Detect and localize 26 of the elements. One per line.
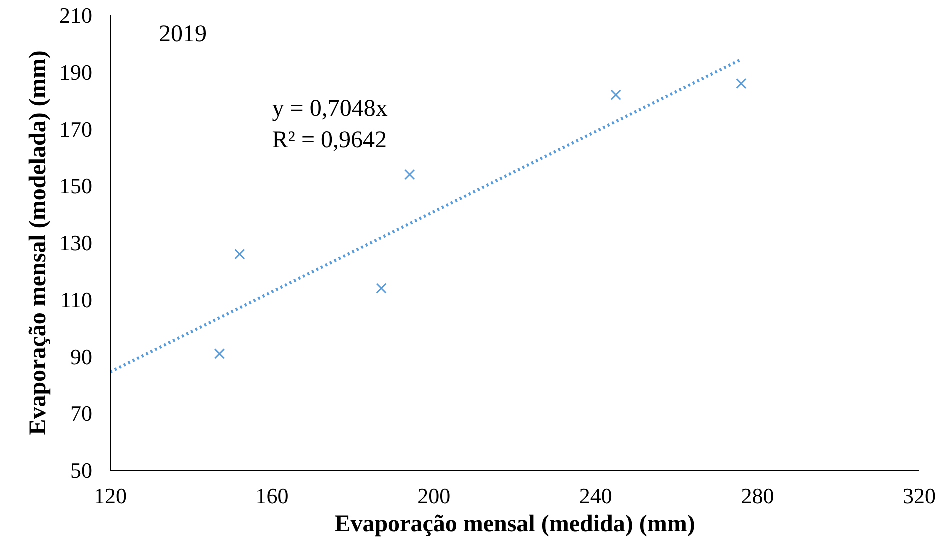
point <box>214 348 226 360</box>
y-tick-label: 210 <box>60 3 92 28</box>
x-tick-label: 320 <box>903 484 936 508</box>
point <box>610 90 622 100</box>
x-tick-label: 240 <box>579 484 612 508</box>
y-tick-label: 170 <box>60 116 92 142</box>
y-tick-label: 90 <box>70 344 92 370</box>
annotation: y = 0,7048x <box>272 96 388 122</box>
point <box>234 249 246 260</box>
x-tick-label: 120 <box>94 484 127 508</box>
x-tick-label: 160 <box>256 484 289 508</box>
y-tick-label: 150 <box>60 174 92 199</box>
x-tick-label: 280 <box>741 484 774 508</box>
x-axis-title: Evaporação mensal (medida) (mm) <box>334 512 696 538</box>
point <box>376 283 387 294</box>
y-tick-label: 50 <box>70 458 92 483</box>
point <box>736 78 747 90</box>
x-tick-label: 200 <box>418 484 451 508</box>
y-tick-label: 130 <box>60 230 92 256</box>
y-axis-title: Evaporação mensal (modelada) (mm) <box>26 50 52 436</box>
annotation: 2019 <box>159 22 208 48</box>
point <box>404 169 416 180</box>
y-tick-label: 110 <box>60 287 93 312</box>
y-tick-label: 190 <box>60 60 92 85</box>
y-tick-label: 70 <box>70 401 92 426</box>
annotation: R² = 0,9642 <box>272 128 388 154</box>
